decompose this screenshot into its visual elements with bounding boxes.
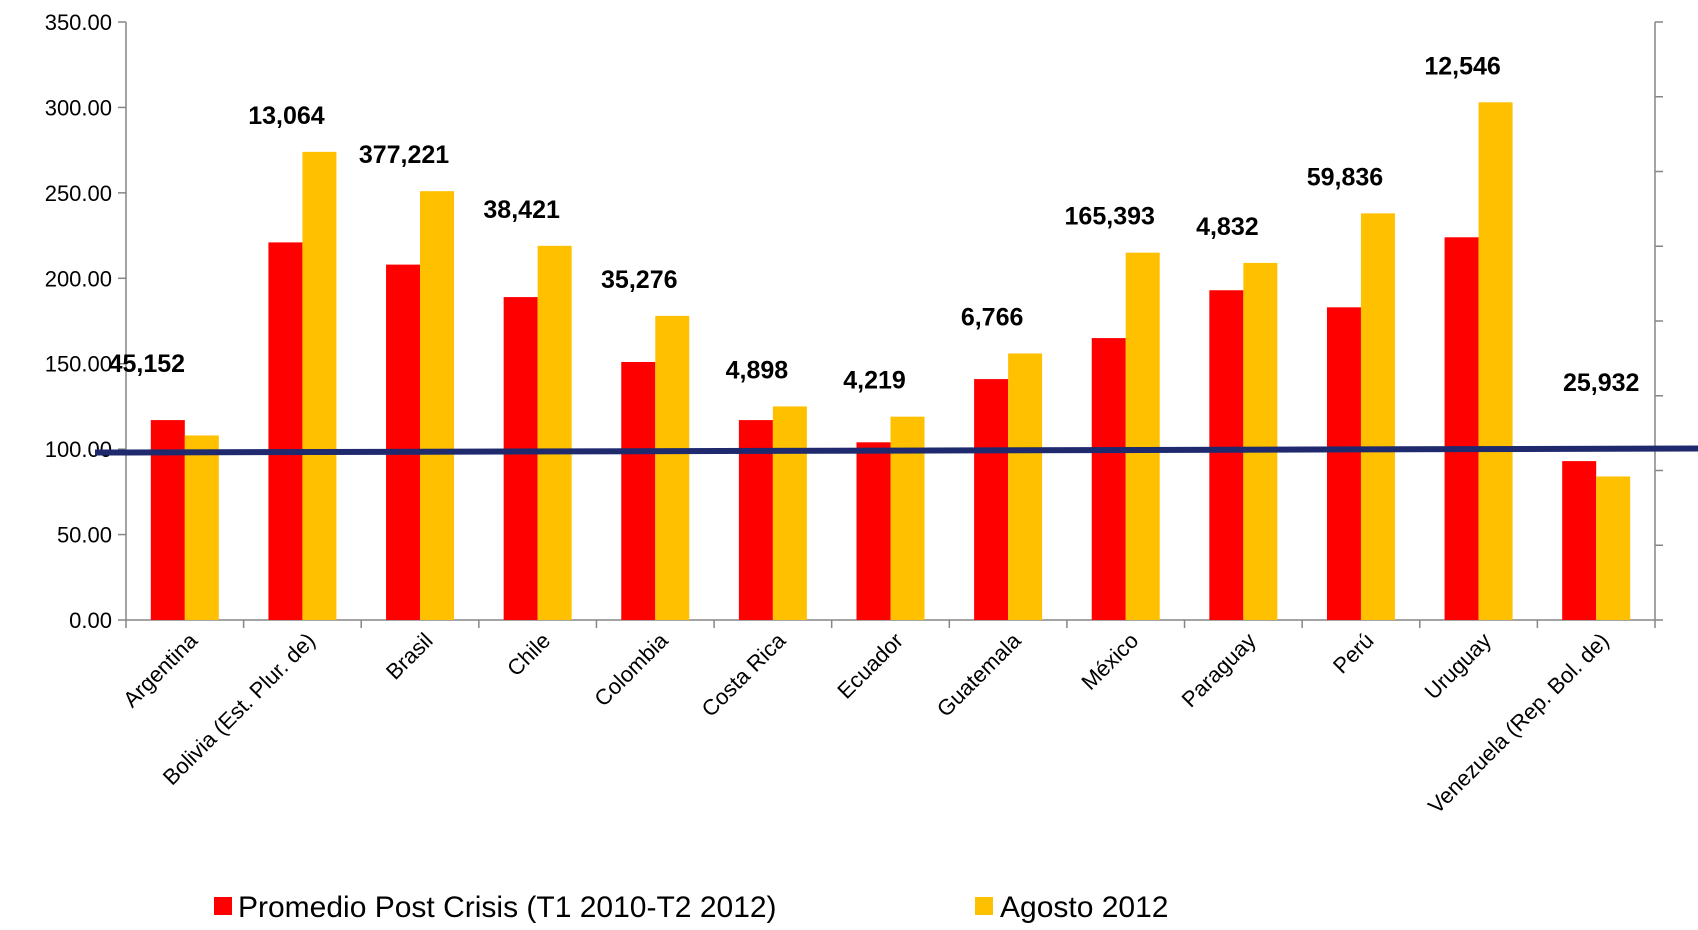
y-tick-label: 250.00	[45, 181, 112, 206]
category-label: Uruguay	[1420, 628, 1496, 704]
category-label: México	[1076, 628, 1143, 695]
data-annotation: 38,421	[483, 196, 560, 224]
bar-promedio	[503, 297, 538, 620]
bar-agosto	[890, 416, 925, 620]
legend-label-agosto: Agosto 2012	[1000, 891, 1168, 924]
bars	[150, 102, 1631, 621]
bar-agosto	[1008, 353, 1043, 620]
y-tick-label: 350.00	[45, 10, 112, 35]
bar-promedio	[856, 442, 891, 620]
bar-agosto	[1478, 102, 1513, 620]
category-label: Paraguay	[1177, 628, 1261, 712]
bar-promedio	[1091, 338, 1126, 620]
data-annotation: 6,766	[961, 303, 1024, 331]
data-annotation: 377,221	[359, 141, 449, 169]
legend-label-promedio: Promedio Post Crisis (T1 2010-T2 2012)	[238, 891, 777, 924]
bar-agosto	[655, 315, 690, 620]
data-annotation: 4,219	[843, 367, 906, 395]
bar-promedio	[1209, 290, 1244, 620]
y-tick-label: 0.00	[69, 608, 112, 633]
data-annotation: 4,898	[726, 356, 789, 384]
bar-agosto	[1243, 262, 1278, 620]
data-annotation: 13,064	[248, 102, 325, 130]
reference-line	[94, 445, 1698, 456]
bar-promedio	[268, 242, 303, 621]
bar-agosto	[772, 406, 807, 620]
y-tick-label: 300.00	[45, 95, 112, 120]
category-label: Colombia	[589, 627, 673, 711]
legend-swatch-promedio	[214, 897, 232, 915]
category-label: Guatemala	[932, 627, 1026, 721]
y-tick-label: 150.00	[45, 352, 112, 377]
category-label: Chile	[502, 628, 555, 681]
y-tick-label: 200.00	[45, 266, 112, 291]
category-label: Ecuador	[832, 628, 908, 704]
bar-agosto	[420, 191, 455, 621]
bar-promedio	[386, 264, 421, 620]
bar-promedio	[974, 379, 1009, 620]
bar-promedio	[621, 362, 656, 620]
data-annotation: 59,836	[1307, 163, 1383, 191]
bar-agosto	[537, 245, 572, 620]
category-label: Perú	[1328, 628, 1379, 679]
bar-promedio	[1562, 461, 1597, 620]
bar-agosto	[184, 435, 219, 620]
data-annotation: 165,393	[1065, 203, 1155, 231]
category-label: Argentina	[118, 627, 203, 712]
bar-agosto	[1125, 252, 1160, 620]
bar-agosto	[1596, 476, 1631, 620]
data-annotation: 4,832	[1196, 213, 1259, 241]
data-annotation: 35,276	[601, 266, 677, 294]
category-label: Costa Rica	[697, 627, 791, 721]
legend: Promedio Post Crisis (T1 2010-T2 2012) A…	[214, 891, 1168, 924]
y-tick-label: 50.00	[57, 523, 112, 548]
bar-agosto	[1360, 213, 1395, 621]
annotations: 45,152 13,064 377,221 38,421 35,276 4,898 4,21…	[109, 52, 1640, 397]
data-annotation: 45,152	[109, 350, 185, 378]
bar-agosto	[302, 151, 337, 620]
data-annotation: 25,932	[1563, 369, 1639, 397]
legend-swatch-agosto	[975, 897, 993, 915]
category-label: Brasil	[381, 628, 438, 685]
bar-promedio	[1326, 307, 1361, 620]
bar-promedio	[1444, 237, 1479, 620]
data-annotation: 12,546	[1424, 52, 1500, 80]
axes: 0.0050.00100.00150.00200.00250.00300.003…	[45, 10, 1663, 633]
